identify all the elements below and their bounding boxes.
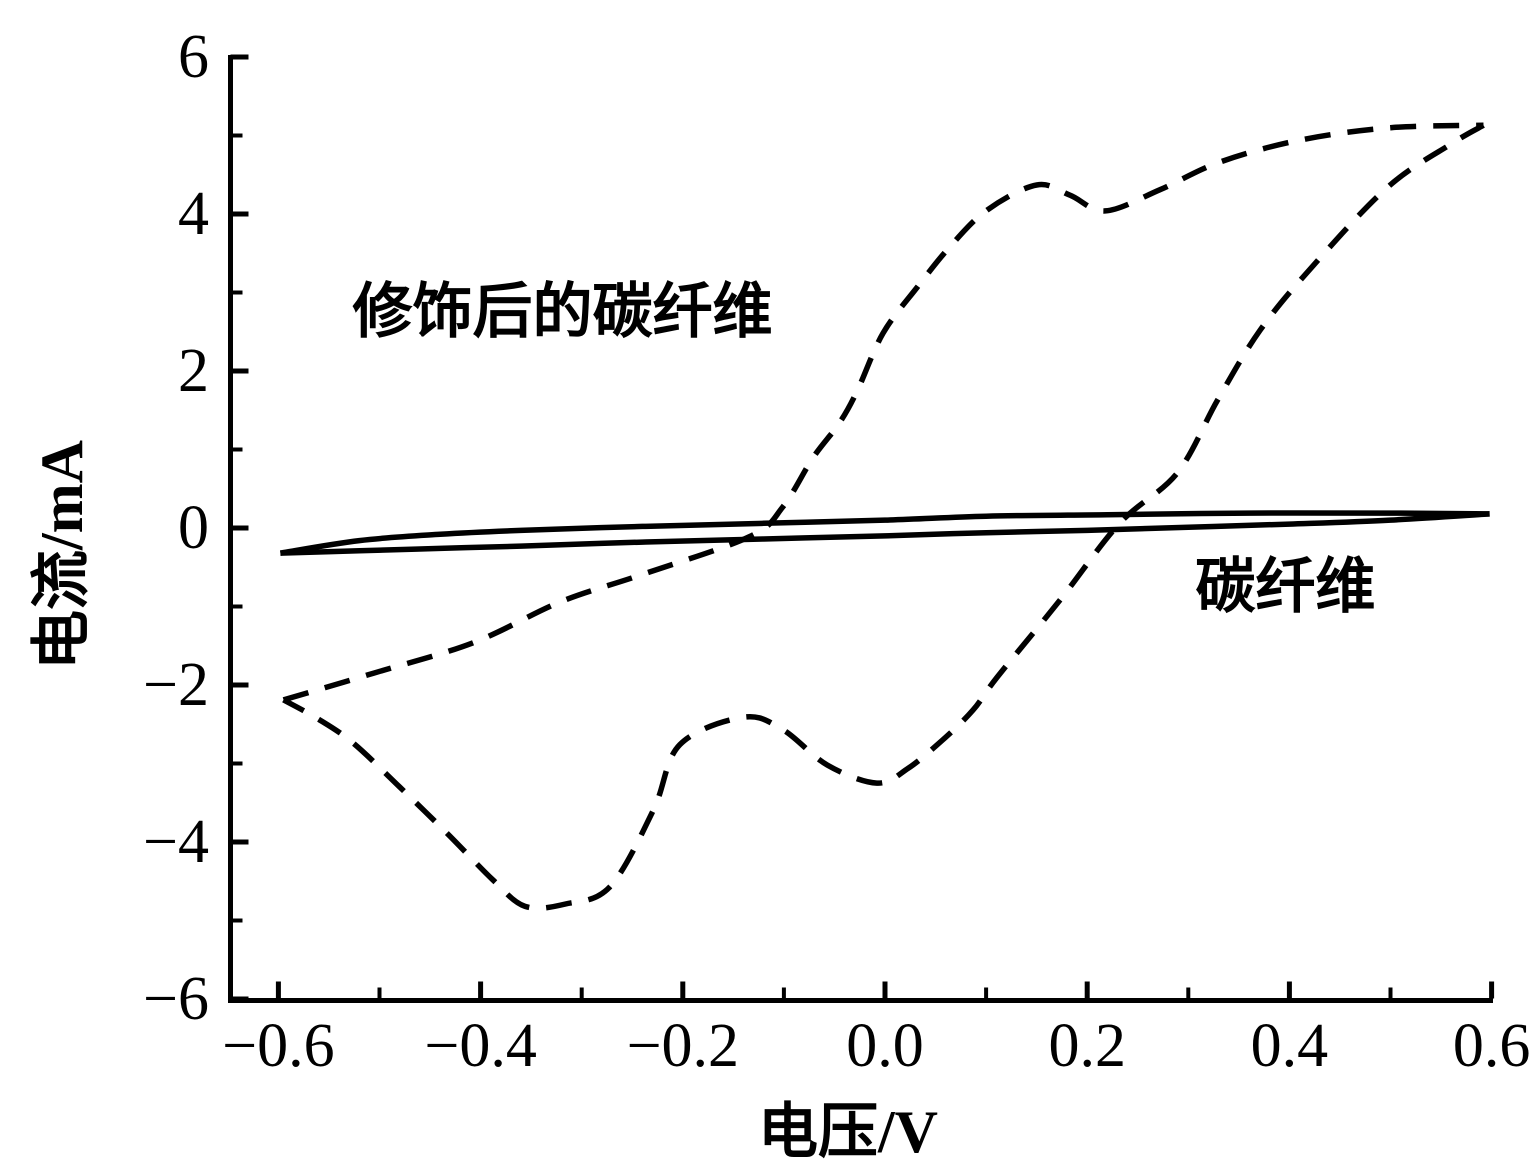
x-tick-label: 0.0: [846, 1012, 924, 1080]
y-tick-label: 4: [178, 180, 209, 248]
y-tick-label: −4: [143, 808, 209, 876]
x-axis-title: 电压/V: [758, 1099, 938, 1165]
series-carbon-fiber-curve: [280, 511, 1490, 556]
x-tick-label: 0.2: [1048, 1012, 1126, 1080]
y-tick-label: −6: [143, 965, 209, 1033]
y-tick-label: 2: [178, 337, 209, 405]
y-tick-label: 6: [178, 23, 209, 91]
x-tick-label: 0.4: [1251, 1012, 1329, 1080]
series-modified-carbon-fiber-curve: [282, 122, 1484, 703]
x-tick-label: −0.2: [627, 1012, 739, 1080]
x-tick-label: −0.6: [222, 1012, 334, 1080]
x-tick-label: 0.6: [1453, 1012, 1531, 1080]
series-carbon-fiber-curve: [279, 510, 1490, 556]
annotation-modified-carbon-fiber-label: 修饰后的碳纤维: [352, 279, 772, 345]
series-modified-carbon-fiber-curve: [282, 122, 1485, 912]
y-axis-title: 电流/mA: [29, 440, 95, 670]
y-tick-label: 0: [178, 494, 209, 562]
annotation-carbon-fiber-label: 碳纤维: [1195, 554, 1375, 620]
x-tick-label: −0.4: [424, 1012, 536, 1080]
y-tick-label: −2: [143, 651, 209, 719]
